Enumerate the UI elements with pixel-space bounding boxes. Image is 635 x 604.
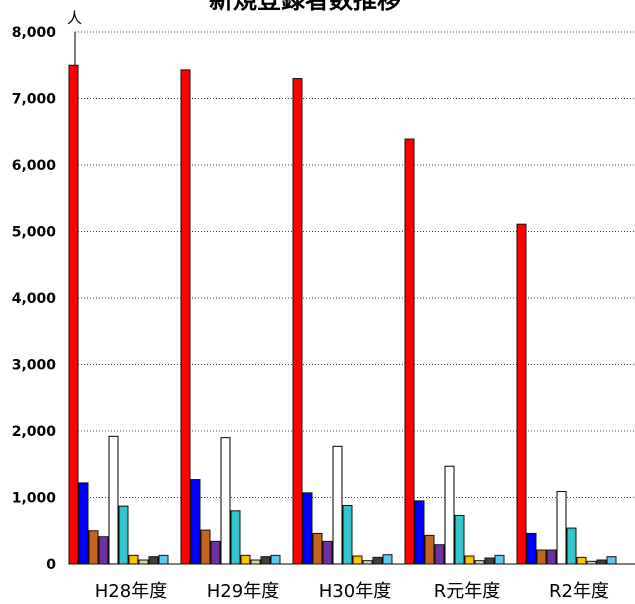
bar [250, 559, 261, 565]
bar [414, 500, 425, 565]
bar [444, 465, 455, 565]
bar [292, 78, 303, 565]
bar [240, 554, 251, 565]
bar [464, 555, 475, 565]
bar [352, 555, 363, 565]
bar [424, 534, 435, 565]
y-tick-label: 5,000 [12, 225, 57, 241]
y-unit-label: 人 [67, 9, 82, 27]
bar [148, 556, 159, 565]
bar [200, 529, 211, 565]
bar [68, 64, 79, 565]
bar [270, 554, 281, 565]
bar [404, 138, 415, 565]
y-tick-label: 2,000 [12, 424, 57, 440]
bar [98, 536, 109, 565]
bar [332, 445, 343, 565]
bar [220, 437, 231, 565]
bar [108, 435, 119, 565]
bar [546, 549, 557, 565]
y-tick-label: 7,000 [12, 92, 57, 108]
x-axis-labels: H28年度 H29年度 H30年度 R元年度 R2年度 [95, 581, 609, 602]
bars [68, 64, 617, 565]
bar [190, 479, 201, 565]
y-axis-labels: 0 1,000 2,000 3,000 4,000 5,000 6,000 7,000 8,00… [12, 25, 57, 573]
y-tick-label: 1,000 [12, 491, 57, 507]
bar [138, 559, 149, 565]
bar [606, 556, 617, 565]
bar [434, 544, 445, 565]
bar [260, 556, 271, 565]
bar [372, 556, 383, 565]
bar [312, 532, 323, 565]
bar [342, 504, 353, 565]
bar [474, 560, 485, 565]
bar [180, 69, 191, 565]
x-category-label: H28年度 [95, 581, 167, 602]
bar [536, 549, 547, 565]
bar [78, 482, 89, 565]
gridlines [75, 31, 635, 498]
y-tick-label: 8,000 [12, 25, 57, 41]
bar [566, 527, 577, 565]
bar [322, 540, 333, 565]
bar [454, 514, 465, 565]
chart-title: 新規登録者数推移 [209, 0, 401, 14]
x-category-label: R元年度 [434, 581, 501, 602]
y-tick-label: 4,000 [12, 291, 57, 307]
y-tick-label: 6,000 [12, 158, 57, 174]
bar [158, 554, 169, 565]
x-category-label: H29年度 [207, 581, 279, 602]
bar [576, 556, 587, 565]
bar [556, 491, 567, 565]
x-category-label: H30年度 [319, 581, 391, 602]
bar [118, 505, 129, 565]
bar [494, 554, 505, 565]
bar [128, 554, 139, 565]
bar [302, 492, 313, 565]
bar [382, 554, 393, 565]
bar [362, 560, 373, 565]
bar [230, 510, 241, 565]
y-tick-label: 3,000 [12, 358, 57, 374]
bar [526, 532, 537, 565]
x-category-label: R2年度 [549, 581, 609, 602]
y-tick-label: 0 [46, 557, 56, 573]
bar [586, 560, 597, 565]
bar [88, 530, 99, 565]
bar [210, 540, 221, 565]
bar [484, 557, 495, 565]
bar [596, 559, 607, 565]
bar [516, 223, 527, 565]
